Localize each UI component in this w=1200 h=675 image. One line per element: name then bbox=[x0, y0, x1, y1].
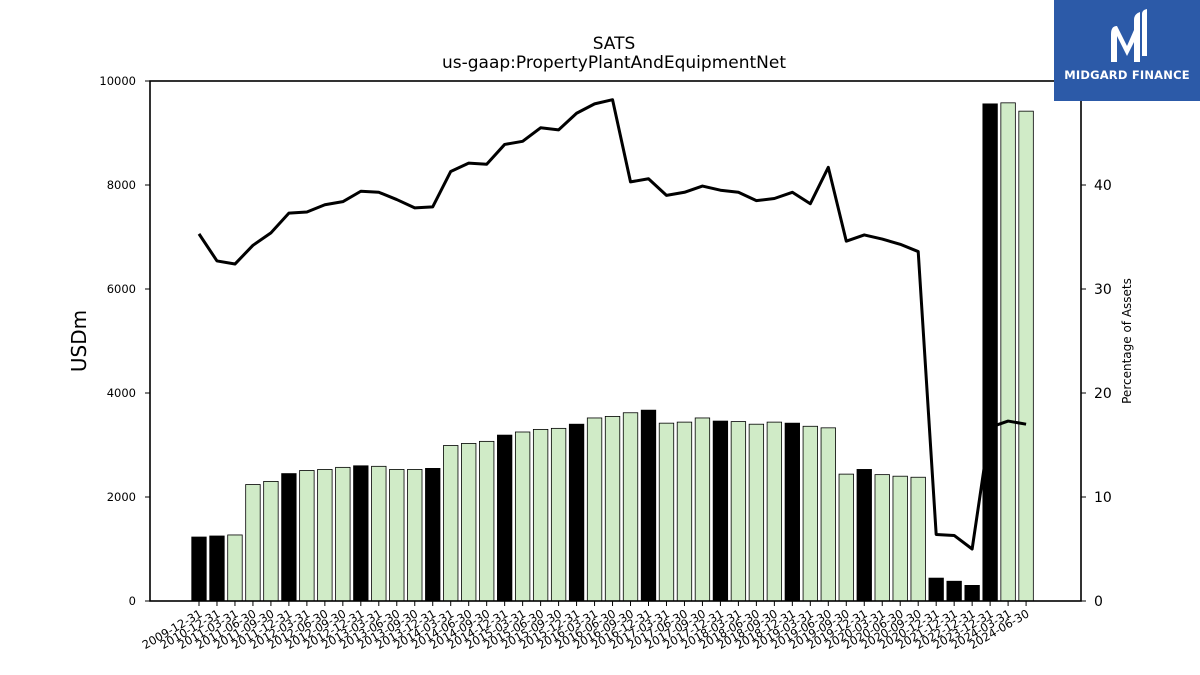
bar bbox=[479, 440, 495, 602]
bars-layer bbox=[191, 102, 1034, 602]
bar bbox=[802, 425, 818, 602]
bar bbox=[532, 428, 549, 602]
y2-tick-label: 0 bbox=[1094, 594, 1103, 610]
bar bbox=[299, 470, 315, 602]
y2-tick-label: 10 bbox=[1094, 490, 1112, 506]
bar bbox=[263, 480, 279, 602]
bar bbox=[748, 423, 765, 602]
bar bbox=[1018, 110, 1034, 602]
chart-subtitle: us-gaap:PropertyPlantAndEquipmentNet bbox=[442, 53, 786, 73]
y2-tick-label: 40 bbox=[1094, 178, 1112, 194]
bar bbox=[712, 420, 729, 602]
bar bbox=[838, 473, 854, 602]
bar bbox=[371, 465, 387, 602]
percentage-line bbox=[197, 98, 1027, 551]
bar bbox=[245, 484, 261, 602]
bar bbox=[407, 469, 423, 602]
y-tick-label: 6000 bbox=[107, 282, 136, 296]
bar bbox=[353, 465, 369, 602]
plot-frame bbox=[149, 80, 1082, 602]
bar bbox=[568, 423, 585, 602]
y-axis-left: 0 2000 4000 6000 8000 10000 bbox=[99, 74, 150, 608]
bar bbox=[497, 434, 513, 602]
y-tick-label: 8000 bbox=[107, 178, 136, 192]
bar bbox=[820, 427, 836, 602]
midgard-finance-logo: MIDGARD FINANCE bbox=[1054, 0, 1200, 101]
bar bbox=[622, 412, 639, 602]
bar bbox=[766, 421, 783, 602]
y-tick-label: 2000 bbox=[107, 490, 136, 504]
bar bbox=[658, 422, 675, 602]
bar bbox=[335, 466, 351, 602]
bar bbox=[928, 577, 944, 602]
bar bbox=[892, 475, 908, 602]
bar bbox=[389, 469, 405, 602]
line-layer bbox=[197, 98, 1027, 551]
bar bbox=[425, 467, 441, 602]
bar bbox=[964, 585, 980, 602]
logo-text: MIDGARD FINANCE bbox=[1064, 68, 1190, 82]
bar bbox=[281, 473, 297, 602]
midgard-logo-icon bbox=[1111, 9, 1147, 62]
y-tick-label: 10000 bbox=[99, 74, 136, 88]
y-axis-label: USDm bbox=[67, 310, 91, 372]
bar bbox=[586, 417, 603, 602]
bar bbox=[856, 469, 872, 602]
bar bbox=[784, 422, 800, 602]
bar bbox=[874, 474, 890, 602]
y2-tick-label: 30 bbox=[1094, 282, 1112, 298]
bar bbox=[640, 409, 657, 602]
bar bbox=[982, 103, 998, 602]
bar bbox=[227, 534, 243, 602]
bar bbox=[317, 469, 333, 602]
bar bbox=[730, 421, 747, 602]
x-axis: 2009-12-312010-12-312011-03-312011-06-30… bbox=[140, 601, 1032, 652]
bar bbox=[550, 427, 567, 602]
bar bbox=[910, 476, 926, 602]
bar bbox=[604, 415, 621, 602]
y-tick-label: 4000 bbox=[107, 386, 136, 400]
bar bbox=[946, 580, 962, 602]
bar bbox=[209, 535, 225, 602]
bar bbox=[461, 443, 477, 602]
bar bbox=[676, 421, 693, 602]
bar bbox=[443, 445, 459, 602]
chart-title: SATS bbox=[593, 34, 636, 54]
y-tick-label: 0 bbox=[129, 594, 136, 608]
y-axis-right: 0 10 20 30 40 bbox=[1081, 178, 1112, 610]
y2-axis-label: Percentage of Assets bbox=[1120, 278, 1134, 404]
y2-tick-label: 20 bbox=[1094, 386, 1112, 402]
bar bbox=[514, 431, 531, 602]
bar bbox=[191, 536, 207, 602]
bar bbox=[1000, 102, 1016, 602]
bar bbox=[694, 417, 711, 602]
